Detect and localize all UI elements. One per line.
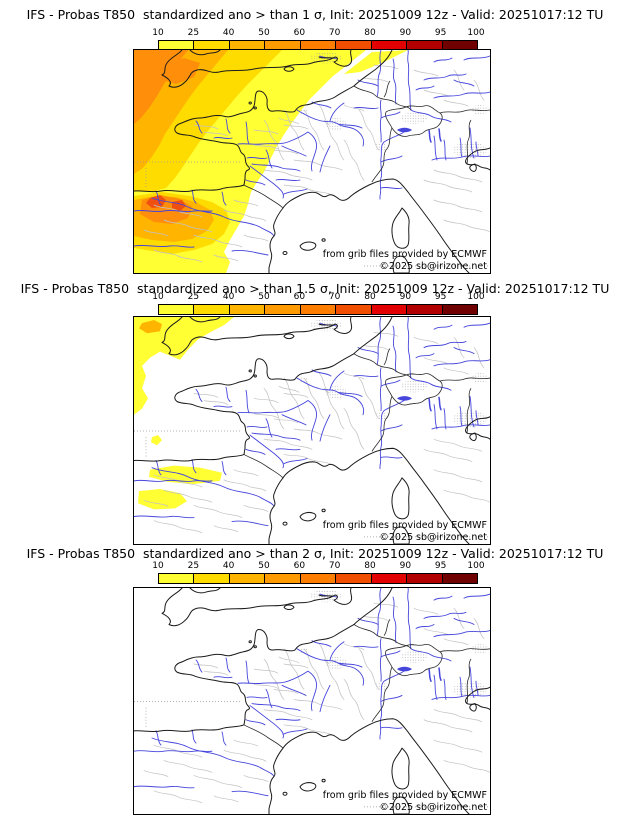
colorbar-tick-label: 70: [328, 28, 341, 38]
panel3-colorbar-labels: 10 25 40 50 60 70 80 90 95 100: [152, 561, 484, 572]
panel1-title: IFS - Probas T850 standardized ano > tha…: [26, 7, 604, 22]
panel3-map: from grib files provided by ECMWF ©2025 …: [133, 587, 491, 815]
colorbar-tick-label: 25: [187, 28, 200, 38]
colorbar-tick-label: 60: [293, 292, 306, 302]
probability-blob: [151, 435, 162, 446]
colorbar-segment: [300, 574, 337, 583]
colorbar-tick-label: 100: [467, 561, 485, 571]
colorbar-tick-label: 70: [328, 292, 341, 302]
colorbar-segment: [442, 305, 477, 314]
colorbar-tick-label: 95: [434, 292, 447, 302]
colorbar-segment: [265, 574, 301, 583]
panel1-colorbar-labels: 10 25 40 50 60 70 80 90 95 100: [152, 28, 484, 39]
colorbar-segment: [265, 305, 301, 314]
colorbar-segment: [300, 41, 337, 50]
colorbar-segment: [336, 41, 372, 50]
probability-blob: [134, 317, 234, 415]
colorbar-segment: [194, 41, 230, 50]
colorbar-segment: [159, 574, 195, 583]
panel3-attribution: from grib files provided by ECMWF: [322, 790, 487, 801]
colorbar-segment: [194, 305, 230, 314]
panel1-map: from grib files provided by ECMWF ©2025 …: [133, 49, 491, 274]
colorbar-tick-label: 95: [434, 28, 447, 38]
colorbar-tick-label: 10: [152, 292, 164, 302]
colorbar-tick-label: 10: [152, 561, 164, 571]
panel2-title: IFS - Probas T850 standardized ano > tha…: [20, 281, 610, 296]
colorbar-segment: [407, 305, 443, 314]
probability-blob: [134, 50, 188, 124]
colorbar-segment: [229, 41, 266, 50]
colorbar-tick-label: 90: [399, 561, 412, 571]
colorbar-segment: [336, 305, 372, 314]
colorbar-segment: [371, 41, 408, 50]
colorbar-tick-label: 10: [152, 28, 164, 38]
panel1-copyright: ©2025 sb@irizone.net: [379, 261, 487, 272]
colorbar-segment: [407, 574, 443, 583]
colorbar-segment: [442, 574, 477, 583]
panel2-copyright: ©2025 sb@irizone.net: [379, 532, 487, 543]
colorbar-segment: [229, 574, 266, 583]
panel2-attribution: from grib files provided by ECMWF: [322, 520, 487, 531]
colorbar-segment: [442, 41, 477, 50]
colorbar-tick-label: 50: [258, 561, 270, 571]
colorbar-segment: [159, 305, 195, 314]
colorbar-tick-label: 25: [187, 561, 200, 571]
probability-blob: [344, 50, 408, 74]
panel1-map-canvas: [134, 50, 490, 273]
colorbar-tick-label: 50: [258, 292, 270, 302]
colorbar-segment: [229, 305, 266, 314]
colorbar-tick-label: 80: [364, 28, 376, 38]
probability-blob: [149, 465, 222, 484]
panel3-copyright: ©2025 sb@irizone.net: [379, 802, 487, 813]
panel3-title: IFS - Probas T850 standardized ano > tha…: [26, 546, 604, 561]
colorbar-tick-label: 90: [399, 292, 412, 302]
colorbar-segment: [300, 305, 337, 314]
panel3-map-canvas: [134, 588, 490, 814]
colorbar-tick-label: 40: [222, 292, 235, 302]
colorbar-tick-label: 90: [399, 28, 412, 38]
colorbar-tick-label: 40: [222, 28, 235, 38]
probability-blob: [138, 489, 187, 510]
colorbar-tick-label: 50: [258, 28, 270, 38]
colorbar-segment: [371, 574, 408, 583]
panel2-map-canvas: [134, 317, 490, 544]
colorbar-segment: [194, 574, 230, 583]
colorbar-tick-label: 70: [328, 561, 341, 571]
colorbar-tick-label: 80: [364, 292, 376, 302]
probability-blob: [139, 320, 162, 334]
panel2-colorbar-labels: 10 25 40 50 60 70 80 90 95 100: [152, 292, 484, 303]
colorbar-tick-label: 25: [187, 292, 200, 302]
colorbar-segment: [407, 41, 443, 50]
colorbar-tick-label: 95: [434, 561, 447, 571]
colorbar-segment: [336, 574, 372, 583]
colorbar-tick-label: 60: [293, 28, 306, 38]
colorbar-tick-label: 100: [467, 28, 485, 38]
panel2-map: from grib files provided by ECMWF ©2025 …: [133, 316, 491, 545]
colorbar-segment: [371, 305, 408, 314]
colorbar-tick-label: 80: [364, 561, 376, 571]
colorbar-tick-label: 60: [293, 561, 306, 571]
colorbar-tick-label: 40: [222, 561, 235, 571]
panel2-colorbar: [158, 304, 478, 315]
colorbar-tick-label: 100: [467, 292, 485, 302]
panel1-attribution: from grib files provided by ECMWF: [322, 249, 487, 260]
panel3-colorbar: [158, 573, 478, 584]
colorbar-segment: [265, 41, 301, 50]
colorbar-segment: [159, 41, 195, 50]
